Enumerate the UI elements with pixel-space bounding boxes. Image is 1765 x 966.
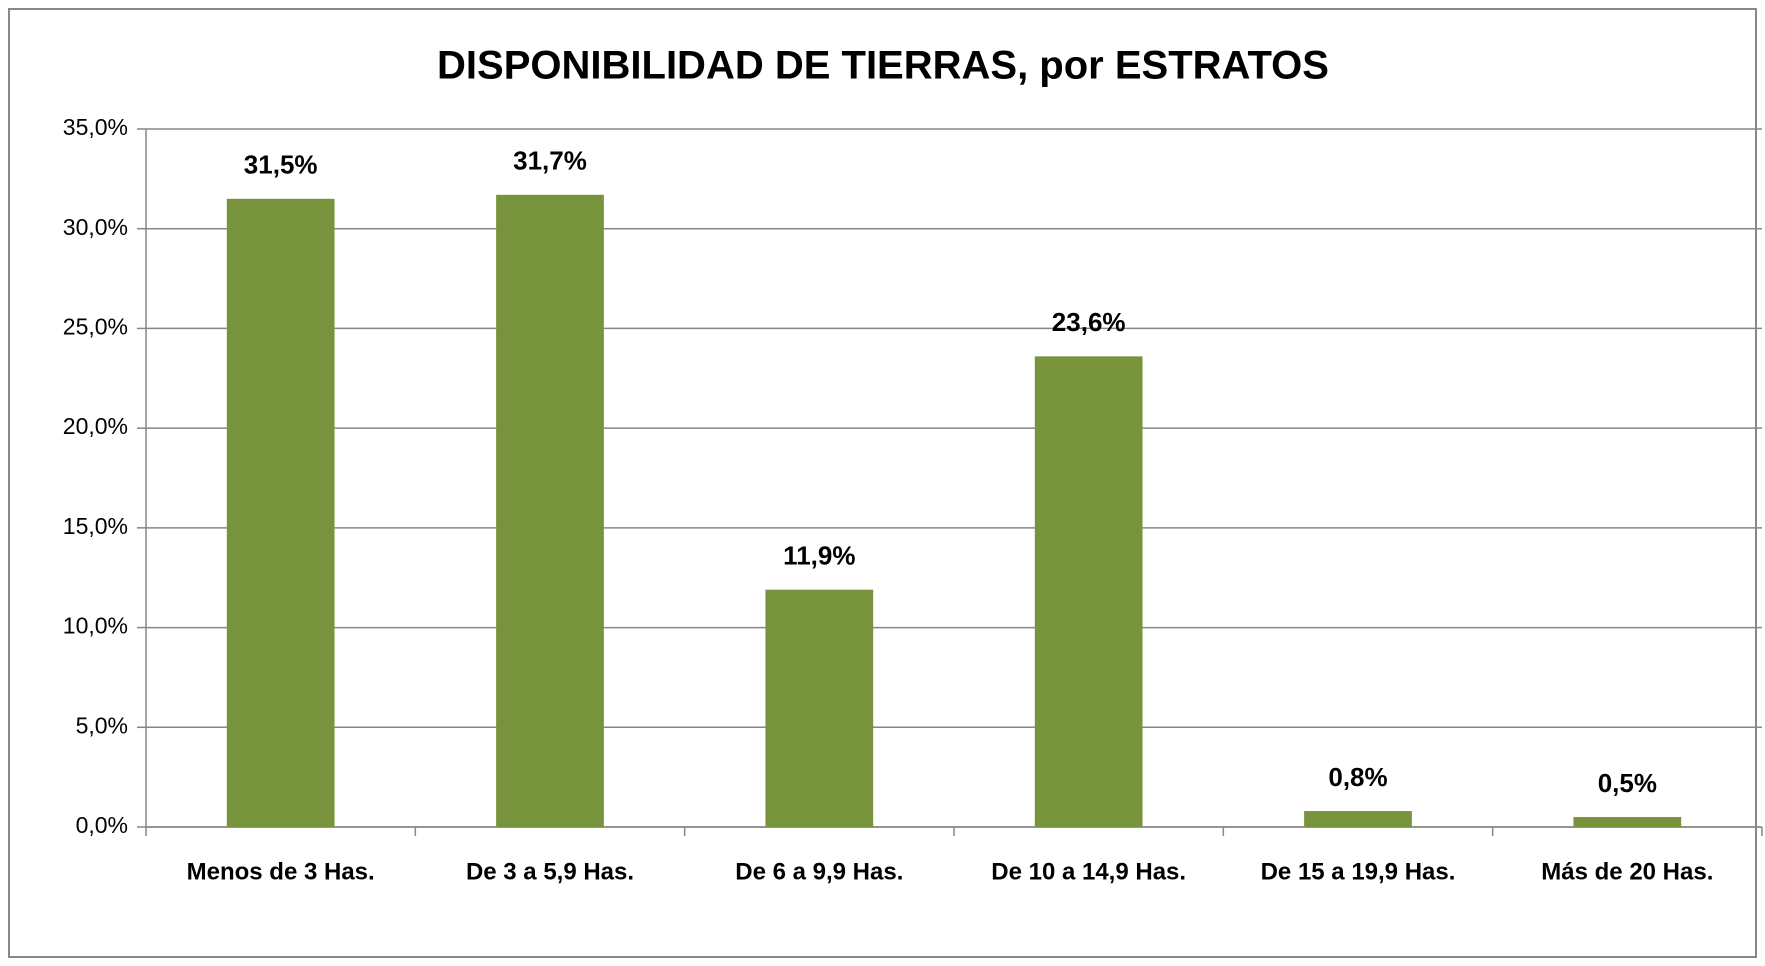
data-label: 0,5%: [1598, 768, 1657, 798]
data-label: 11,9%: [783, 541, 855, 571]
bar: [1573, 817, 1682, 827]
x-tick-label: Más de 20 Has.: [1541, 858, 1713, 885]
data-label: 31,7%: [513, 146, 587, 176]
y-tick-label: 35,0%: [63, 114, 128, 140]
x-tick-label: De 10 a 14,9 Has.: [991, 858, 1186, 885]
y-tick-label: 30,0%: [63, 214, 128, 240]
bar: [1304, 811, 1412, 827]
y-tick-label: 0,0%: [76, 812, 128, 838]
y-tick-label: 15,0%: [63, 513, 128, 539]
x-tick-label: Menos de 3 Has.: [187, 858, 375, 885]
bar: [226, 198, 335, 828]
chart-title: DISPONIBILIDAD DE TIERRAS, por ESTRATOS: [437, 44, 1329, 88]
y-tick-label: 25,0%: [63, 314, 128, 340]
y-tick-label: 10,0%: [63, 613, 128, 639]
x-tick-label: De 3 a 5,9 Has.: [466, 858, 634, 885]
x-tick-label: De 15 a 19,9 Has.: [1261, 858, 1456, 885]
data-label: 31,5%: [244, 150, 318, 180]
data-label: 0,8%: [1328, 762, 1387, 792]
bar: [496, 194, 604, 828]
y-tick-label: 5,0%: [76, 712, 128, 738]
data-label: 23,6%: [1052, 307, 1126, 337]
bar: [765, 589, 874, 827]
x-tick-label: De 6 a 9,9 Has.: [735, 858, 903, 885]
y-tick-label: 20,0%: [63, 413, 128, 439]
bar: [1034, 356, 1143, 827]
